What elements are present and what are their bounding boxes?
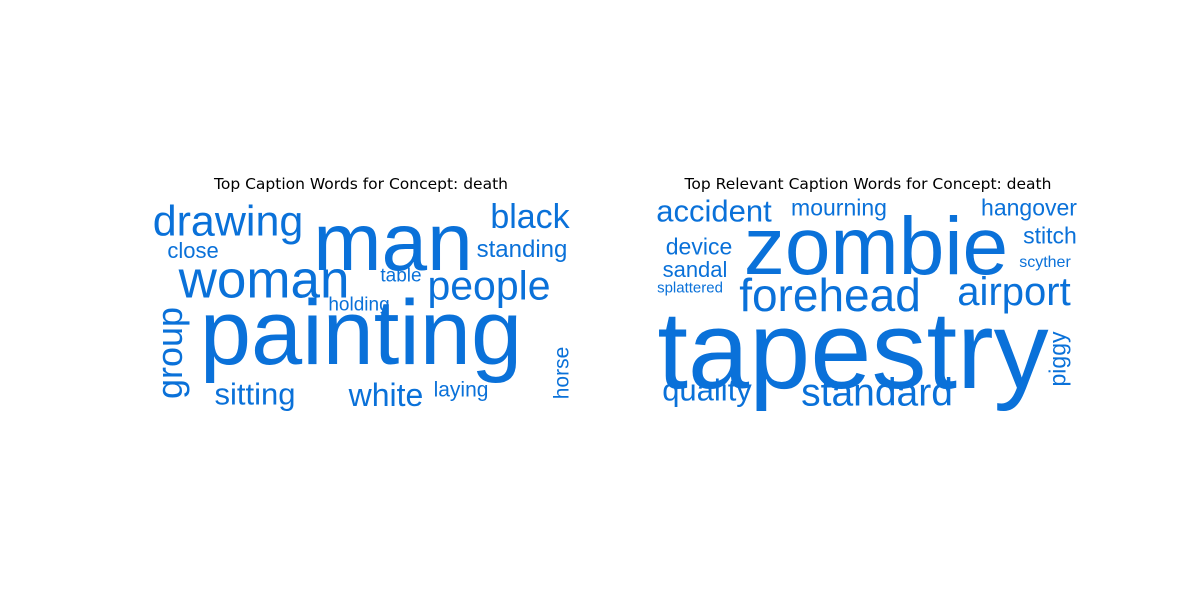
word-forehead: forehead <box>739 269 921 321</box>
word-painting: painting <box>199 282 523 384</box>
word-group: group <box>149 306 190 400</box>
word-standing: standing <box>476 236 568 263</box>
word-hangover: hangover <box>981 194 1077 221</box>
word-cloud: painting man woman drawing people black group w… <box>146 198 576 413</box>
word-device: device <box>665 233 733 260</box>
word-standard: standard <box>801 371 953 415</box>
word-splattered: splattered <box>657 279 723 297</box>
word-white: white <box>348 377 424 413</box>
word-man: man <box>313 197 473 288</box>
word-piggy: piggy <box>1044 331 1071 387</box>
word-sandal: sandal <box>662 257 728 282</box>
word-stitch: stitch <box>1023 222 1077 249</box>
wordcloud-panel-left: Top Caption Words for Concept: death pai… <box>146 170 576 420</box>
word-zombie: zombie <box>743 201 1009 292</box>
word-people: people <box>427 262 551 309</box>
word-scyther: scyther <box>1019 254 1071 271</box>
chart-title: Top Relevant Caption Words for Concept: … <box>684 175 1052 193</box>
word-mourning: mourning <box>791 194 887 221</box>
word-drawing: drawing <box>152 197 304 246</box>
word-black: black <box>490 198 570 236</box>
word-laying: laying <box>433 378 489 402</box>
word-accident: accident <box>656 193 772 229</box>
word-quality: quality <box>662 372 752 408</box>
wordcloud-panel-right: Top Relevant Caption Words for Concept: … <box>653 170 1083 420</box>
word-cloud: tapestry zombie forehead airport standard acc… <box>653 193 1083 415</box>
word-horse: horse <box>550 346 574 400</box>
chart-title: Top Caption Words for Concept: death <box>214 175 508 193</box>
word-tapestry: tapestry <box>657 289 1049 412</box>
word-sitting: sitting <box>214 376 296 412</box>
word-close: close <box>167 238 219 263</box>
word-table: table <box>380 265 422 287</box>
word-holding: holding <box>328 294 390 316</box>
word-woman: woman <box>178 250 350 310</box>
word-airport: airport <box>957 270 1071 314</box>
